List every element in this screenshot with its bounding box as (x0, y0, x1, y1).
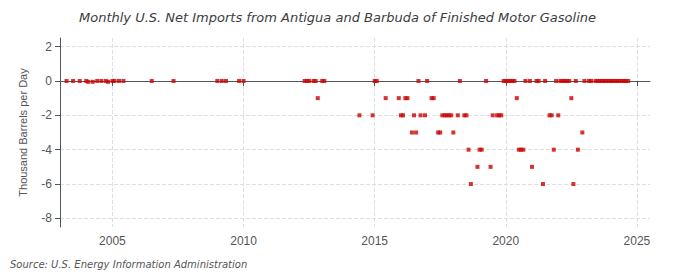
svg-text:-4: -4 (41, 143, 52, 157)
svg-text:2010: 2010 (230, 234, 257, 248)
svg-text:-2: -2 (41, 108, 52, 122)
svg-text:2005: 2005 (99, 234, 126, 248)
svg-text:2: 2 (45, 40, 52, 54)
svg-text:-8: -8 (41, 211, 52, 225)
svg-text:Thousand Barrels per Day: Thousand Barrels per Day (17, 68, 29, 197)
svg-text:-6: -6 (41, 177, 52, 191)
svg-text:0: 0 (45, 74, 52, 88)
svg-text:2020: 2020 (492, 234, 519, 248)
svg-text:2025: 2025 (624, 234, 651, 248)
svg-text:Source: U.S. Energy Informatio: Source: U.S. Energy Information Administ… (10, 259, 247, 270)
svg-text:2015: 2015 (361, 234, 388, 248)
svg-text:Monthly U.S. Net Imports from: Monthly U.S. Net Imports from Antigua an… (79, 10, 596, 25)
